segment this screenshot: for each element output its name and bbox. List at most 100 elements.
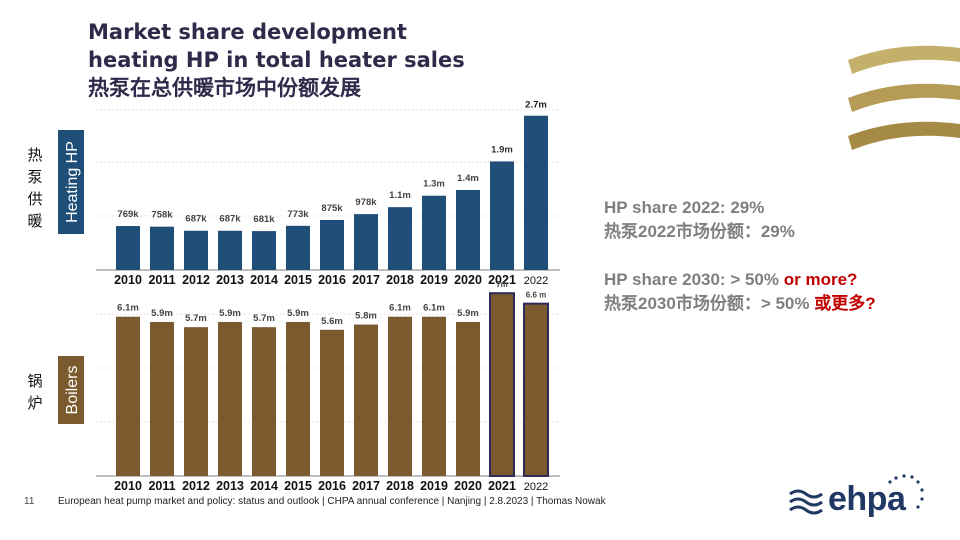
boiler-value-label-2016: 5.6m	[321, 316, 343, 327]
hp-panel-pill	[58, 130, 84, 234]
ehpa-logo: ehpa	[786, 472, 936, 528]
boiler-bar-2015	[286, 321, 310, 476]
hp-value-label-2010: 769k	[117, 209, 139, 220]
boiler-value-label-2020: 5.9m	[457, 308, 479, 319]
stats-panel: HP share 2022: 29% 热泵2022市场份额：29% HP sha…	[604, 196, 876, 316]
hp-bar-2020	[456, 190, 480, 270]
hp-value-label-2018: 1.1m	[389, 190, 411, 201]
hp-share-2022: HP share 2022: 29%	[604, 198, 765, 217]
boiler-bar-2016	[320, 329, 344, 476]
hp-value-label-2022: 2.7m	[525, 100, 547, 111]
page-number: 11	[24, 496, 35, 507]
boiler-value-label-2013: 5.9m	[219, 308, 241, 319]
hp-bar-2021	[490, 161, 514, 270]
hp-tick-label-2012: 2012	[182, 273, 210, 287]
boiler-bar-2011	[150, 321, 174, 476]
hp-tick-label-2021: 2021	[488, 273, 516, 287]
hp-value-label-2012: 687k	[185, 214, 207, 225]
hp-value-label-2014: 681k	[253, 214, 275, 225]
hp-share-2030-highlight: or more?	[783, 270, 858, 289]
hp-share-2030-cn-text: 热泵2030市场份额：> 50%	[604, 294, 810, 313]
hp-share-2030-cn: 热泵2030市场份额：> 50% 或更多?	[604, 292, 876, 316]
hp-value-label-2013: 687k	[219, 214, 241, 225]
hp-value-label-2019: 1.3m	[423, 179, 445, 190]
hp-bar-2012	[184, 230, 208, 270]
boiler-bar-2020	[456, 321, 480, 476]
hp-share-2030-text: HP share 2030: > 50%	[604, 270, 779, 289]
hp-value-label-2015: 773k	[287, 209, 309, 220]
hp-tick-label-2016: 2016	[318, 273, 346, 287]
hp-value-label-2016: 875k	[321, 203, 343, 214]
hp-bar-2015	[286, 225, 310, 270]
boiler-cn-label: 锅炉	[27, 372, 43, 412]
boiler-value-label-2022: 6.6 m	[526, 291, 546, 300]
boiler-value-label-2017: 5.8m	[355, 311, 377, 322]
boiler-tick-label-2018: 2018	[386, 479, 414, 493]
boiler-value-label-2011: 5.9m	[151, 308, 173, 319]
title-line-2: heating HP in total heater sales	[88, 48, 465, 72]
boiler-tick-label-2010: 2010	[114, 479, 142, 493]
boiler-bar-2013	[218, 321, 242, 476]
boiler-bar-2014	[252, 327, 276, 476]
boiler-panel-title: Boilers	[64, 366, 81, 415]
boiler-value-label-2018: 6.1m	[389, 303, 411, 314]
boiler-tick-label-2019: 2019	[420, 479, 448, 493]
hp-tick-label-2017: 2017	[352, 273, 380, 287]
hp-share-2022-cn: 热泵2022市场份额：29%	[604, 222, 795, 241]
hp-value-label-2011: 758k	[151, 210, 173, 221]
hp-tick-label-2022: 2022	[524, 275, 548, 287]
logo-text: ehpa	[828, 480, 906, 518]
boiler-tick-label-2015: 2015	[284, 479, 312, 493]
hp-bar-2018	[388, 207, 412, 270]
boiler-tick-label-2011: 2011	[148, 479, 175, 493]
boiler-bar-2010	[116, 316, 140, 476]
boiler-tick-label-2017: 2017	[352, 479, 380, 493]
boiler-value-label-2021: 7m	[496, 280, 508, 289]
boiler-tick-label-2022: 2022	[524, 481, 548, 493]
hp-bar-2017	[354, 214, 378, 270]
hp-tick-label-2011: 2011	[148, 273, 175, 287]
boiler-value-label-2015: 5.9m	[287, 308, 309, 319]
hp-bar-2014	[252, 231, 276, 270]
boiler-bar-2021	[489, 292, 515, 477]
footer-text: European heat pump market and policy: st…	[58, 496, 606, 507]
boiler-value-label-2019: 6.1m	[423, 303, 445, 314]
hp-tick-label-2013: 2013	[216, 273, 244, 287]
boiler-value-label-2012: 5.7m	[185, 313, 207, 324]
title-line-1: Market share development	[88, 20, 407, 44]
hp-tick-label-2020: 2020	[454, 273, 482, 287]
boiler-bar-2012	[184, 327, 208, 476]
decorative-arcs	[848, 45, 960, 150]
hp-bar-2016	[320, 220, 344, 270]
hp-bar-2013	[218, 230, 242, 270]
boiler-bar-2017	[354, 324, 378, 476]
hp-cn-label: 热泵供暖	[27, 146, 43, 230]
boiler-tick-label-2016: 2016	[318, 479, 346, 493]
hp-bar-2011	[150, 226, 174, 270]
hp-bar-2010	[116, 226, 140, 270]
title-line-3: 热泵在总供暖市场中份额发展	[88, 76, 361, 100]
hp-value-label-2020: 1.4m	[457, 173, 479, 184]
boiler-tick-label-2020: 2020	[454, 479, 482, 493]
boiler-tick-label-2013: 2013	[216, 479, 244, 493]
hp-tick-label-2014: 2014	[250, 273, 278, 287]
hp-value-label-2017: 978k	[355, 197, 377, 208]
hp-tick-label-2015: 2015	[284, 273, 312, 287]
boiler-tick-label-2014: 2014	[250, 479, 278, 493]
boiler-bar-2022	[523, 302, 549, 477]
hp-tick-label-2019: 2019	[420, 273, 448, 287]
boiler-tick-label-2012: 2012	[182, 479, 210, 493]
hp-tick-label-2010: 2010	[114, 273, 142, 287]
boiler-bar-2019	[422, 316, 446, 476]
boiler-value-label-2010: 6.1m	[117, 303, 139, 314]
hp-bar-2019	[422, 195, 446, 270]
logo-mark	[789, 474, 924, 515]
slide-title: Market share development heating HP in t…	[88, 18, 465, 102]
hp-share-2030-cn-highlight: 或更多?	[814, 294, 876, 313]
hp-panel-title: Heating HP	[64, 141, 81, 223]
boiler-bar-2018	[388, 316, 412, 476]
boiler-value-label-2014: 5.7m	[253, 313, 275, 324]
hp-value-label-2021: 1.9m	[491, 144, 513, 155]
hp-share-2030: HP share 2030: > 50% or more?	[604, 268, 876, 292]
hp-tick-label-2018: 2018	[386, 273, 414, 287]
